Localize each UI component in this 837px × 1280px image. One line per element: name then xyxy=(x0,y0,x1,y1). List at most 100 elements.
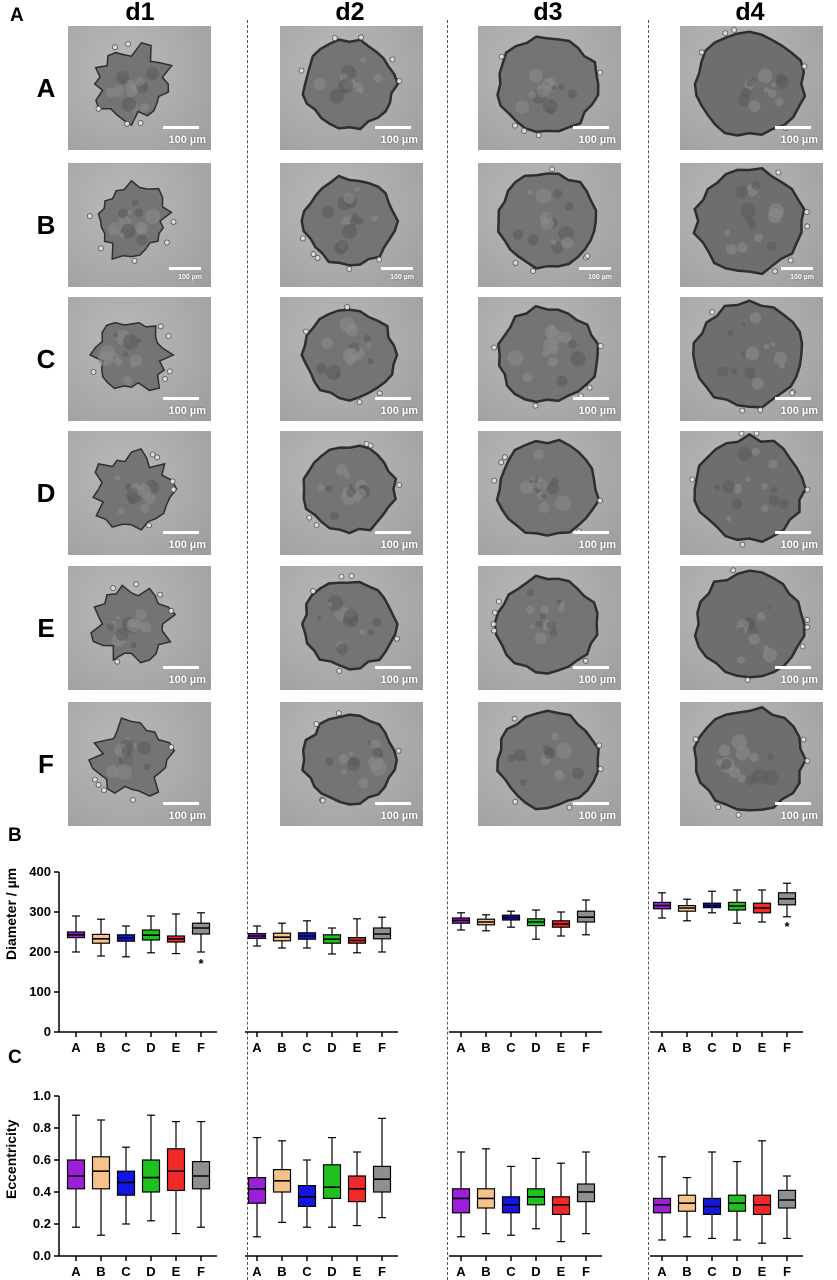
cell-texture xyxy=(372,618,382,627)
cell-texture xyxy=(105,87,116,98)
cell-texture xyxy=(751,447,760,456)
loose-cell xyxy=(744,677,751,683)
cell-texture xyxy=(115,628,129,641)
panel-c-letter: C xyxy=(8,1047,22,1068)
cell-texture xyxy=(763,87,770,93)
cell-texture xyxy=(541,350,549,358)
loose-cell xyxy=(310,251,317,258)
loose-cell xyxy=(512,260,519,266)
x-tick-label: D xyxy=(732,1040,741,1055)
cell-texture xyxy=(321,205,335,219)
loose-cell xyxy=(491,609,498,616)
cell-texture xyxy=(714,484,721,491)
loose-cell xyxy=(299,235,306,242)
cell-texture xyxy=(129,354,143,367)
y-tick-label: 0 xyxy=(44,1024,51,1039)
loose-cell xyxy=(310,588,316,595)
x-tick-label: D xyxy=(146,1264,155,1279)
loose-cell xyxy=(376,390,383,397)
scale-bar xyxy=(579,267,611,270)
loose-cell xyxy=(314,255,321,261)
loose-cell xyxy=(114,658,121,665)
scale-bar xyxy=(163,126,199,129)
loose-cell xyxy=(512,798,519,805)
cell-texture xyxy=(539,613,547,620)
cell-texture xyxy=(737,626,745,634)
loose-cell xyxy=(86,213,93,219)
row-label-f: F xyxy=(38,749,54,779)
cell-texture xyxy=(536,476,543,483)
cell-texture xyxy=(368,755,384,771)
x-tick-label: C xyxy=(302,1040,312,1055)
loose-cell xyxy=(804,486,811,493)
micrograph-e-d3: 100 µm xyxy=(478,566,621,690)
cell-texture xyxy=(567,89,577,99)
loose-cell xyxy=(302,328,309,335)
x-tick-label: E xyxy=(557,1264,566,1279)
cell-texture xyxy=(335,463,348,476)
scale-bar xyxy=(573,126,609,129)
loose-cell xyxy=(715,804,722,810)
cell-texture xyxy=(115,615,120,620)
scale-bar xyxy=(775,126,811,129)
loose-cell xyxy=(597,343,604,349)
loose-cell xyxy=(698,49,705,56)
cell-texture xyxy=(570,351,586,367)
cell-texture xyxy=(536,84,550,98)
cell-texture xyxy=(561,236,574,249)
box-d2-a xyxy=(247,1176,267,1204)
cell-texture xyxy=(140,503,150,513)
loose-cell xyxy=(501,454,508,461)
cell-texture xyxy=(118,208,128,219)
x-tick-label: A xyxy=(252,1264,262,1279)
cell-texture xyxy=(751,377,764,390)
cell-texture xyxy=(370,739,381,750)
cell-texture xyxy=(342,347,359,363)
cell-texture xyxy=(113,332,119,338)
panel-a-letter: A xyxy=(10,5,24,26)
loose-cell xyxy=(597,766,604,772)
loose-cell xyxy=(709,309,716,316)
row-label-e: E xyxy=(37,613,55,643)
x-tick-label: E xyxy=(353,1040,362,1055)
cell-texture xyxy=(121,745,133,757)
scale-bar-label: 100 µm xyxy=(780,539,818,551)
loose-cell xyxy=(332,35,338,42)
loose-cell xyxy=(95,781,102,788)
cell-texture xyxy=(349,757,359,767)
cell-texture xyxy=(749,752,759,762)
scale-bar-label: 100 µm xyxy=(578,810,616,822)
x-tick-label: A xyxy=(657,1264,667,1279)
loose-cell xyxy=(511,715,518,722)
loose-cell xyxy=(739,541,746,548)
x-tick-label: D xyxy=(327,1264,336,1279)
loose-cell xyxy=(753,431,760,437)
cell-texture xyxy=(135,77,145,87)
cell-texture xyxy=(116,70,130,85)
cell-texture xyxy=(554,770,565,781)
loose-cell xyxy=(168,744,175,750)
micrograph-d-d2: 100 µm xyxy=(280,431,423,555)
cell-texture xyxy=(735,746,750,761)
cell-texture xyxy=(724,228,732,236)
loose-cell xyxy=(149,451,156,458)
x-tick-label: C xyxy=(707,1264,717,1279)
box-d3-f xyxy=(576,1183,596,1203)
loose-cell xyxy=(112,44,118,51)
cell-texture xyxy=(745,476,751,482)
cell-texture xyxy=(774,351,787,365)
loose-cell xyxy=(530,268,536,274)
cell-texture xyxy=(356,217,364,225)
x-tick-label: B xyxy=(481,1264,490,1279)
cell-texture xyxy=(556,742,572,759)
micrograph-a-d4: 100 µm xyxy=(680,26,823,150)
row-label-b: B xyxy=(36,210,56,240)
cell-texture xyxy=(371,215,378,222)
cell-texture xyxy=(512,229,524,241)
cell-texture xyxy=(338,78,354,94)
cell-texture xyxy=(372,747,383,759)
cell-texture xyxy=(121,97,137,112)
box-d1-d xyxy=(141,1159,161,1193)
cell-texture xyxy=(737,446,752,462)
cell-texture xyxy=(546,620,557,631)
